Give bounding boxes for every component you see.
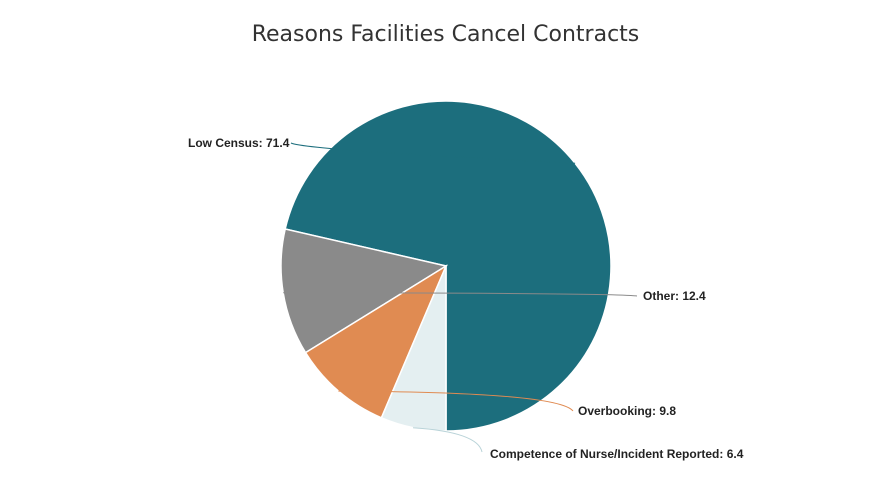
- slice-labels: Low Census: 71.4 Other: 12.4 Overbooking: …: [188, 136, 744, 461]
- slice-label: Overbooking: 9.8: [578, 404, 676, 418]
- chart-title: Reasons Facilities Cancel Contracts: [251, 22, 640, 47]
- slice-label: Low Census: 71.4: [188, 136, 290, 150]
- leader-line: [283, 292, 638, 297]
- leader-line: [412, 427, 483, 453]
- leader-line: [290, 142, 576, 164]
- slice-label: Competence of Nurse/Incident Reported: 6…: [490, 447, 744, 461]
- pie-slices: [280, 100, 612, 432]
- leader-line: [338, 390, 574, 412]
- slice-label: Other: 12.4: [643, 289, 706, 303]
- leader-lines: [283, 142, 638, 453]
